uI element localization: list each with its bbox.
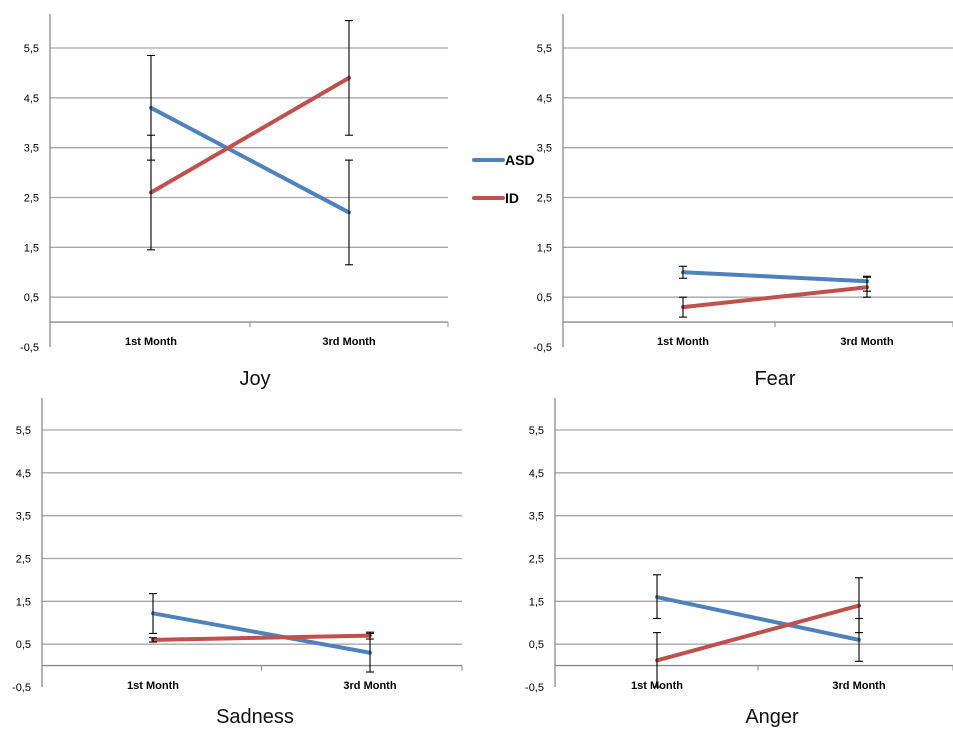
series-line-id — [151, 633, 372, 642]
error-bar — [147, 134, 155, 251]
legend: ASD ID — [472, 152, 535, 206]
series-line-asd — [681, 270, 869, 284]
legend-item-id: ID — [472, 190, 519, 206]
y-tick-label: 0,5 — [24, 292, 39, 304]
x-tick-label: 3rd Month — [322, 336, 375, 348]
y-tick-label: -0,5 — [525, 682, 544, 694]
error-bar — [345, 20, 353, 136]
chart-panel-joy: -0,5 0,5 1,5 2,5 3,5 4,5 5,5 1st Month 3rd Month… — [20, 14, 449, 390]
error-bar — [149, 637, 157, 643]
error-bar — [345, 159, 353, 266]
y-tick-label: -0,5 — [20, 342, 39, 354]
error-bar — [149, 593, 157, 635]
x-tick-label: 3rd Month — [832, 680, 885, 692]
series-line-asd — [149, 105, 351, 215]
y-tick-label: 5,5 — [24, 43, 39, 55]
y-tick-label: 2,5 — [24, 193, 39, 205]
y-tick-label: 1,5 — [16, 596, 31, 608]
legend-label: ID — [505, 190, 519, 206]
series-line-asd — [151, 611, 372, 655]
y-tick-label: 4,5 — [537, 93, 552, 105]
error-bar — [679, 265, 687, 279]
x-tick-label: 3rd Month — [840, 336, 893, 348]
error-bar — [366, 631, 374, 640]
y-tick-label: 1,5 — [24, 242, 39, 254]
y-tick-label: 2,5 — [16, 554, 31, 566]
error-bar — [863, 276, 871, 298]
series-line-id — [149, 75, 351, 195]
chart-title: Sadness — [216, 706, 294, 728]
y-tick-label: 3,5 — [537, 143, 552, 155]
y-tick-label: 5,5 — [16, 425, 31, 437]
y-tick-label: 4,5 — [16, 468, 31, 480]
y-tick-label: -0,5 — [533, 342, 552, 354]
y-tick-label: 1,5 — [529, 596, 544, 608]
error-bar — [653, 574, 661, 620]
series-line-asd — [655, 595, 861, 642]
series-line-id — [655, 603, 861, 663]
chart-title: Fear — [754, 368, 795, 390]
error-bar — [855, 577, 863, 634]
legend-item-asd: ASD — [472, 152, 535, 168]
y-tick-label: 1,5 — [537, 242, 552, 254]
x-tick-label: 1st Month — [657, 336, 709, 348]
legend-label: ASD — [505, 152, 535, 168]
y-tick-label: 2,5 — [529, 554, 544, 566]
chart-title: Anger — [745, 706, 799, 728]
x-tick-label: 1st Month — [125, 336, 177, 348]
y-tick-label: 0,5 — [16, 639, 31, 651]
y-tick-label: 0,5 — [529, 639, 544, 651]
y-tick-label: 3,5 — [16, 511, 31, 523]
x-tick-label: 1st Month — [127, 680, 179, 692]
y-tick-label: 4,5 — [24, 93, 39, 105]
x-tick-label: 3rd Month — [343, 680, 396, 692]
y-tick-label: 5,5 — [537, 43, 552, 55]
chart-panel-fear: -0,5 0,5 1,5 2,5 3,5 4,5 5,5 1st Month 3rd Month… — [533, 14, 953, 390]
chart-title: Joy — [239, 368, 270, 390]
chart-panel-sadness: -0,5 0,5 1,5 2,5 3,5 4,5 5,5 1st Month 3rd Month… — [12, 398, 463, 728]
series-line-id — [681, 285, 869, 310]
y-tick-label: 3,5 — [24, 143, 39, 155]
y-tick-label: -0,5 — [12, 682, 31, 694]
y-tick-label: 3,5 — [529, 511, 544, 523]
y-tick-label: 4,5 — [529, 468, 544, 480]
error-bar — [679, 296, 687, 318]
y-tick-label: 0,5 — [537, 292, 552, 304]
error-bar — [653, 632, 661, 688]
y-tick-label: 2,5 — [537, 193, 552, 205]
y-tick-label: 5,5 — [529, 425, 544, 437]
